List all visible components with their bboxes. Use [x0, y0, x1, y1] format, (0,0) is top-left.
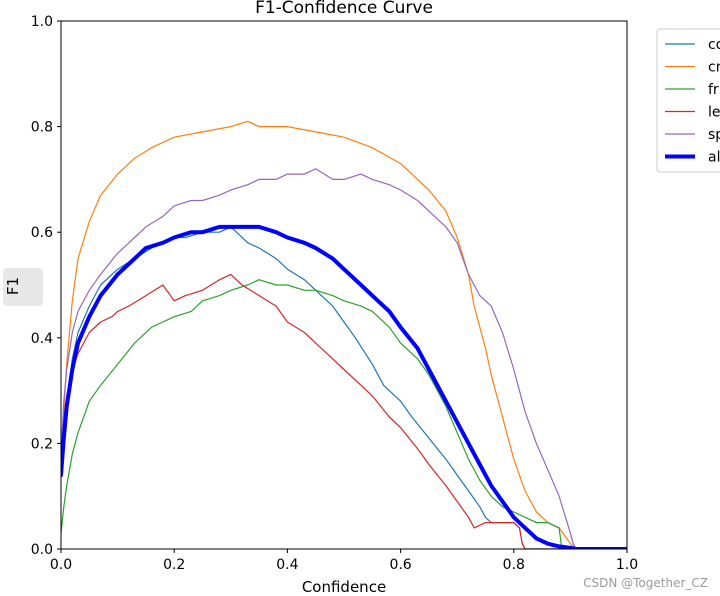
- legend-label-cr: cr: [708, 60, 720, 76]
- series-line-sp: [61, 168, 627, 549]
- chart-title: F1-Confidence Curve: [255, 0, 433, 18]
- y-tick-label: 0.8: [31, 120, 53, 136]
- x-axis-title: Confidence: [302, 578, 386, 596]
- legend-label-fr: fr: [708, 82, 719, 98]
- x-tick-label: 0.8: [503, 557, 525, 573]
- legend-label-sp: sp: [708, 127, 720, 143]
- plot-frame: [60, 20, 628, 550]
- series-line-le: [61, 273, 627, 549]
- y-tick-label: 0.4: [31, 331, 53, 347]
- x-tick-label: 0.2: [163, 557, 185, 573]
- legend-label-le: le: [708, 105, 720, 121]
- legend: co cr fr le sp al: [656, 28, 720, 173]
- y-tick-label: 1.0: [31, 14, 53, 30]
- y-tick-label: 0.0: [31, 542, 53, 558]
- x-tick-label: 0.6: [389, 557, 411, 573]
- series-line-fr: [61, 279, 627, 549]
- series-line-cr: [61, 120, 627, 549]
- series-line-co: [61, 226, 627, 549]
- y-tick-label: 0.2: [31, 436, 53, 452]
- series-lines: [61, 120, 627, 549]
- axes: [57, 20, 628, 553]
- x-tick-label: 1.0: [616, 557, 638, 573]
- series-line-al: [61, 224, 627, 549]
- side-panel-tab[interactable]: [3, 268, 43, 306]
- legend-label-al: al: [708, 150, 720, 166]
- legend-box: [656, 28, 720, 173]
- legend-label-co: co: [708, 37, 720, 53]
- x-tick-label: 0.0: [50, 557, 72, 573]
- y-tick-label: 0.6: [31, 225, 53, 241]
- x-tick-label: 0.4: [276, 557, 298, 573]
- tick-labels: 0.0 0.2 0.4 0.6 0.8 1.0 0.0 0.2 0.4 0.6 0.8 1.0: [31, 14, 638, 573]
- watermark: CSDN @Together_CZ: [583, 576, 708, 590]
- y-axis-title: F1: [4, 277, 22, 295]
